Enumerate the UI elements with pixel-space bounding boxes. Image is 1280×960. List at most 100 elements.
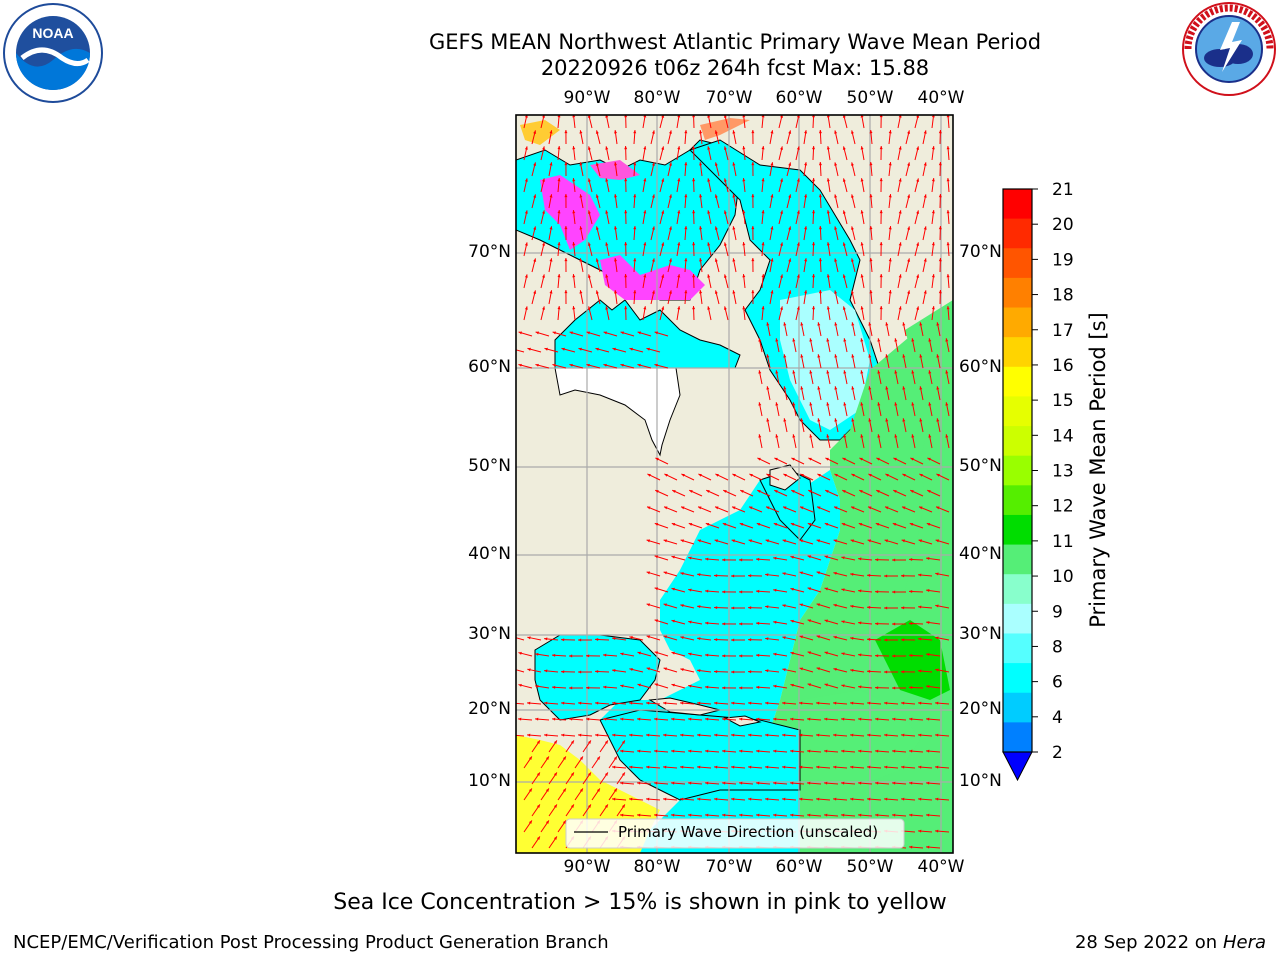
wave-arrow: [769, 290, 774, 305]
wave-arrow: [765, 539, 780, 545]
colorbar-tick-label: 11: [1052, 532, 1074, 552]
wave-arrow: [790, 749, 805, 753]
wave-arrow: [841, 813, 856, 817]
wave-arrow: [676, 242, 681, 257]
wave-arrow: [842, 489, 856, 497]
colorbar-segment: [1003, 544, 1032, 575]
wave-arrow: [905, 226, 911, 241]
wave-arrow: [516, 702, 525, 705]
wave-arrow: [931, 178, 935, 193]
wave-arrow: [817, 354, 822, 369]
wave-arrow: [518, 717, 533, 721]
wave-arrow: [603, 685, 618, 689]
wave-arrow: [935, 572, 950, 577]
wave-arrow: [860, 434, 865, 449]
wave-arrow: [714, 797, 729, 801]
wave-arrow: [869, 258, 873, 273]
wave-arrow: [918, 733, 933, 737]
wave-arrow: [595, 347, 610, 353]
wave-arrow: [642, 178, 647, 193]
wave-arrow: [866, 637, 882, 641]
wave-arrow: [936, 473, 950, 481]
wave-arrow: [786, 130, 792, 145]
wave-arrow: [591, 788, 601, 801]
wave-arrow: [918, 797, 933, 801]
wave-arrow: [572, 210, 576, 225]
wave-arrow: [751, 257, 755, 273]
wave-arrow: [671, 651, 686, 657]
legend-label: Primary Wave Direction (unscaled): [618, 823, 878, 841]
wave-arrow: [926, 749, 941, 753]
wave-arrow: [826, 210, 831, 225]
lon-tick-bottom: 50°W: [846, 857, 894, 877]
wave-arrow: [799, 667, 814, 673]
wave-arrow: [659, 242, 665, 257]
wave-arrow: [765, 797, 780, 801]
wave-arrow: [833, 733, 848, 737]
wave-arrow: [773, 717, 788, 721]
wave-arrow: [834, 322, 839, 337]
wave-arrow: [531, 772, 541, 785]
wave-arrow: [803, 194, 808, 209]
wave-arrow: [629, 347, 644, 353]
wave-arrow: [756, 781, 771, 785]
wave-arrow: [732, 473, 746, 481]
colorbar-segment: [1003, 722, 1032, 753]
wave-arrow: [742, 274, 746, 289]
wave-arrow: [786, 162, 792, 177]
wave-arrow: [579, 194, 584, 209]
wave-arrow: [531, 258, 537, 273]
wave-arrow: [614, 226, 618, 241]
wave-arrow: [790, 555, 805, 561]
wave-arrow: [926, 653, 941, 657]
wave-arrow: [826, 370, 831, 385]
wave-arrow: [747, 606, 763, 610]
wave-arrow: [919, 418, 924, 433]
wave-arrow: [633, 129, 637, 145]
wave-arrow: [843, 370, 848, 385]
wave-arrow: [540, 242, 546, 257]
wave-arrow: [531, 194, 537, 209]
wave-arrow: [826, 338, 831, 353]
wave-arrow: [825, 457, 839, 465]
newfoundland-island: [769, 464, 801, 491]
wave-arrow: [874, 686, 890, 690]
wave-arrow: [723, 489, 737, 497]
wave-arrow: [721, 590, 737, 594]
wave-arrow: [730, 606, 746, 610]
wave-arrow: [900, 670, 916, 674]
wave-arrow: [714, 290, 720, 305]
wave-arrow: [527, 636, 542, 641]
wave-arrow: [723, 242, 729, 257]
wave-arrow: [548, 740, 558, 753]
wave-arrow: [578, 733, 593, 737]
wave-arrow: [663, 571, 678, 577]
wave-arrow: [783, 418, 788, 433]
wave-arrow: [908, 589, 924, 594]
wave-arrow: [633, 289, 637, 305]
colorbar-segment: [1003, 337, 1032, 368]
wave-arrow: [818, 257, 822, 273]
wave-arrow: [850, 668, 865, 673]
wave-arrow: [901, 797, 916, 801]
masked-region: [554, 367, 681, 457]
wave-arrow: [616, 740, 626, 753]
wave-arrow: [654, 813, 669, 817]
wave-arrow: [569, 717, 584, 721]
wave-arrow: [714, 226, 720, 241]
lon-tick-top: 70°W: [705, 88, 753, 108]
wave-arrow: [739, 781, 754, 785]
wave-arrow: [535, 684, 550, 689]
wave-arrow: [765, 765, 780, 769]
wave-arrow: [761, 242, 765, 257]
wave-arrow: [654, 651, 669, 657]
wave-arrow: [659, 306, 665, 321]
hispaniola-island: [723, 715, 762, 727]
wave-arrow: [646, 347, 661, 353]
wave-arrow: [860, 338, 865, 353]
wave-arrow: [692, 145, 696, 161]
wave-arrow: [824, 683, 839, 689]
wave-arrow: [663, 635, 678, 641]
wave-arrow: [799, 797, 814, 801]
wave-arrow: [773, 556, 788, 561]
